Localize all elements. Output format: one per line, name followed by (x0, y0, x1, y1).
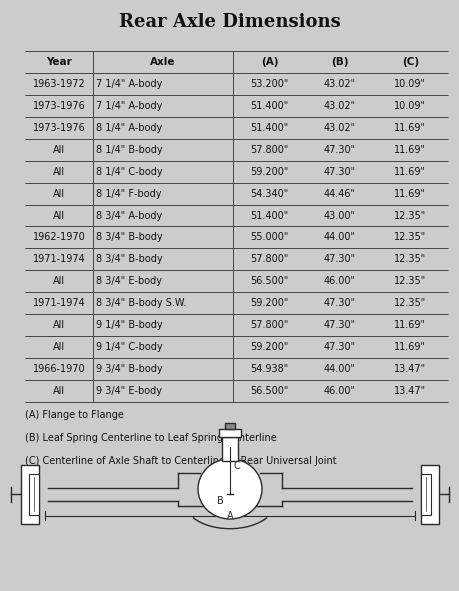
Ellipse shape (197, 459, 262, 519)
Text: 10.09": 10.09" (393, 79, 425, 89)
Text: 8 3/4" B-body: 8 3/4" B-body (95, 232, 162, 242)
Text: 8 1/4" C-body: 8 1/4" C-body (95, 167, 162, 177)
Text: Axle: Axle (150, 57, 175, 67)
Text: (C): (C) (401, 57, 418, 67)
Text: 12.35": 12.35" (393, 210, 425, 220)
Text: 46.00": 46.00" (323, 386, 355, 396)
Text: 11.69": 11.69" (393, 145, 425, 155)
Text: 59.200": 59.200" (250, 167, 288, 177)
Text: 47.30": 47.30" (323, 167, 355, 177)
Text: 13.47": 13.47" (393, 364, 425, 374)
Text: All: All (53, 167, 65, 177)
Text: (A): (A) (260, 57, 278, 67)
Text: 9 3/4" B-body: 9 3/4" B-body (95, 364, 162, 374)
Text: 57.800": 57.800" (250, 145, 288, 155)
Text: 1973-1976: 1973-1976 (33, 101, 85, 111)
Text: 9 1/4" B-body: 9 1/4" B-body (95, 320, 162, 330)
Bar (29, 474, 39, 515)
Text: (B) Leaf Spring Centerline to Leaf Spring Centerline: (B) Leaf Spring Centerline to Leaf Sprin… (25, 433, 276, 443)
Text: 12.35": 12.35" (393, 298, 425, 309)
Text: 13.47": 13.47" (393, 386, 425, 396)
Text: 56.500": 56.500" (250, 277, 288, 286)
Text: 57.800": 57.800" (250, 320, 288, 330)
Bar (420, 465, 438, 524)
Text: 12.35": 12.35" (393, 277, 425, 286)
Text: 7 1/4" A-body: 7 1/4" A-body (95, 101, 162, 111)
Text: 7 1/4" A-body: 7 1/4" A-body (95, 79, 162, 89)
Text: All: All (53, 210, 65, 220)
Text: 8 1/4" F-body: 8 1/4" F-body (95, 189, 161, 199)
Text: 44.46": 44.46" (323, 189, 355, 199)
Text: 44.00": 44.00" (323, 232, 355, 242)
Text: All: All (53, 145, 65, 155)
Text: 51.400": 51.400" (250, 101, 288, 111)
Text: 44.00": 44.00" (323, 364, 355, 374)
Text: 11.69": 11.69" (393, 342, 425, 352)
Text: 9 1/4" C-body: 9 1/4" C-body (95, 342, 162, 352)
Text: 1962-1970: 1962-1970 (33, 232, 85, 242)
Text: 10.09": 10.09" (393, 101, 425, 111)
Text: 1963-1972: 1963-1972 (33, 79, 85, 89)
Text: All: All (53, 320, 65, 330)
Text: Year: Year (46, 57, 72, 67)
Text: 1966-1970: 1966-1970 (33, 364, 85, 374)
Text: All: All (53, 386, 65, 396)
Text: 11.69": 11.69" (393, 320, 425, 330)
Text: 11.69": 11.69" (393, 189, 425, 199)
Text: 8 3/4" E-body: 8 3/4" E-body (95, 277, 162, 286)
Text: 47.30": 47.30" (323, 145, 355, 155)
Text: (B): (B) (330, 57, 347, 67)
Text: 12.35": 12.35" (393, 254, 425, 264)
Text: 1971-1974: 1971-1974 (33, 254, 85, 264)
Text: 8 3/4" B-body S.W.: 8 3/4" B-body S.W. (95, 298, 186, 309)
Text: 55.000": 55.000" (250, 232, 288, 242)
Text: 51.400": 51.400" (250, 123, 288, 133)
Text: 43.02": 43.02" (323, 79, 355, 89)
Text: 47.30": 47.30" (323, 320, 355, 330)
Text: All: All (53, 342, 65, 352)
Text: 47.30": 47.30" (323, 254, 355, 264)
Text: 1973-1976: 1973-1976 (33, 123, 85, 133)
Text: 1971-1974: 1971-1974 (33, 298, 85, 309)
Text: 59.200": 59.200" (250, 298, 288, 309)
Text: 8 3/4" B-body: 8 3/4" B-body (95, 254, 162, 264)
Text: 43.02": 43.02" (323, 123, 355, 133)
Text: 12.35": 12.35" (393, 232, 425, 242)
Text: 8 3/4" A-body: 8 3/4" A-body (95, 210, 162, 220)
Text: 53.200": 53.200" (250, 79, 288, 89)
Text: 46.00": 46.00" (323, 277, 355, 286)
Text: 47.30": 47.30" (323, 298, 355, 309)
Text: Rear Axle Dimensions: Rear Axle Dimensions (119, 13, 340, 31)
Text: 43.00": 43.00" (323, 210, 355, 220)
Text: 8 1/4" B-body: 8 1/4" B-body (95, 145, 162, 155)
Text: 43.02": 43.02" (323, 101, 355, 111)
Text: 8 1/4" A-body: 8 1/4" A-body (95, 123, 162, 133)
Text: 11.69": 11.69" (393, 123, 425, 133)
Text: 54.938": 54.938" (250, 364, 288, 374)
Text: B: B (217, 496, 224, 506)
Text: 57.800": 57.800" (250, 254, 288, 264)
Text: 56.500": 56.500" (250, 386, 288, 396)
Bar (21, 465, 39, 524)
Text: 59.200": 59.200" (250, 342, 288, 352)
Text: 51.400": 51.400" (250, 210, 288, 220)
Text: All: All (53, 189, 65, 199)
Bar (222, 437, 237, 461)
Text: 9 3/4" E-body: 9 3/4" E-body (95, 386, 162, 396)
Text: All: All (53, 277, 65, 286)
Text: 47.30": 47.30" (323, 342, 355, 352)
Text: C: C (234, 462, 240, 472)
Text: A: A (226, 511, 233, 521)
Text: 54.340": 54.340" (250, 189, 288, 199)
Text: (C) Centerline of Axle Shaft to Centerline of Rear Universal Joint: (C) Centerline of Axle Shaft to Centerli… (25, 456, 336, 466)
Bar (218, 428, 241, 437)
Bar (224, 423, 235, 428)
Bar (420, 474, 430, 515)
Text: 11.69": 11.69" (393, 167, 425, 177)
Text: (A) Flange to Flange: (A) Flange to Flange (25, 410, 124, 420)
